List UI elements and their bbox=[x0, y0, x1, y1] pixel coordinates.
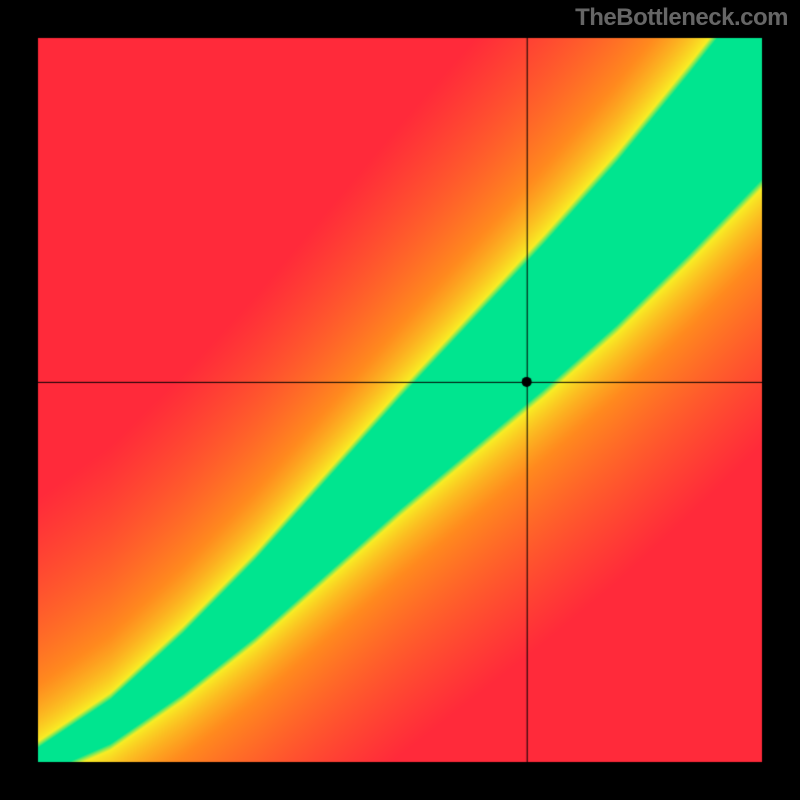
heatmap-canvas bbox=[0, 0, 800, 800]
chart-container: TheBottleneck.com bbox=[0, 0, 800, 800]
watermark-text: TheBottleneck.com bbox=[575, 4, 788, 32]
